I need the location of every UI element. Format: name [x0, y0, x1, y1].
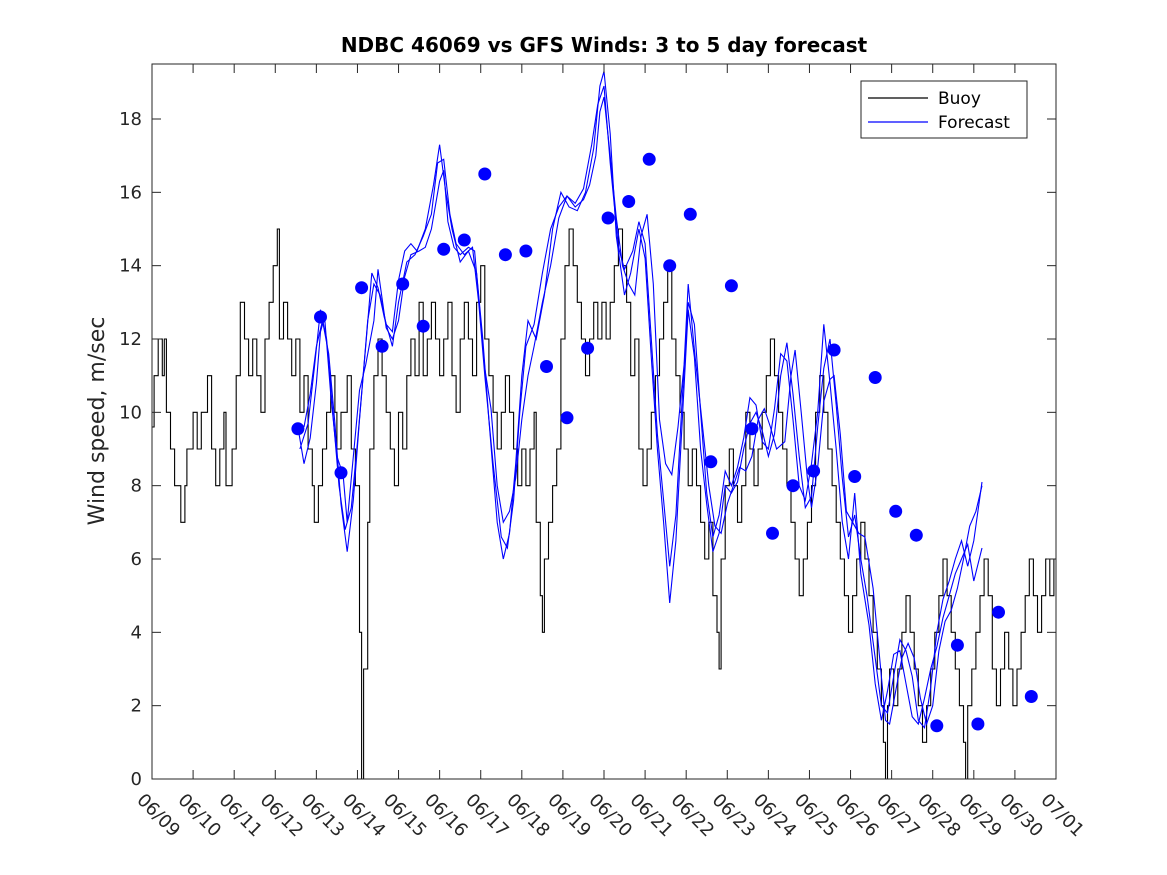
series-layer	[152, 71, 1055, 779]
forecast-marker	[766, 526, 779, 540]
forecast-marker	[889, 504, 903, 518]
forecast-marker	[622, 195, 636, 208]
forecast-marker	[601, 211, 615, 225]
legend-forecast-label: Forecast	[938, 113, 1010, 133]
forecast-marker	[1024, 690, 1038, 703]
legend-box	[860, 80, 1028, 139]
y-tick-label: 6	[131, 549, 142, 570]
forecast-marker	[683, 207, 697, 221]
forecast-marker	[355, 281, 369, 295]
forecast-marker	[642, 152, 656, 166]
forecast-marker	[416, 319, 430, 333]
legend: Buoy Forecast	[860, 80, 1028, 139]
y-tick-label: 16	[119, 182, 142, 203]
forecast-marker	[992, 605, 1005, 619]
forecast-marker	[457, 233, 471, 247]
forecast-marker	[807, 464, 821, 478]
forecast-marker	[498, 248, 512, 262]
forecast-marker	[848, 470, 862, 483]
forecast-marker	[560, 411, 574, 425]
forecast-marker	[334, 466, 348, 480]
forecast-marker	[704, 455, 718, 469]
forecast-marker	[519, 244, 533, 258]
forecast-marker	[540, 360, 553, 373]
y-tick-label: 2	[131, 696, 142, 717]
forecast-marker	[930, 719, 944, 733]
forecast-marker	[663, 259, 677, 273]
buoy-line	[152, 228, 1055, 779]
forecast-marker	[909, 528, 923, 542]
forecast-marker	[291, 422, 305, 436]
forecast-line-2	[303, 71, 983, 729]
forecast-marker	[950, 638, 964, 652]
y-tick-label: 4	[131, 622, 142, 643]
forecast-marker	[375, 339, 389, 353]
chart-title: NDBC 46069 vs GFS Winds: 3 to 5 day fore…	[341, 33, 868, 57]
y-tick-label: 0	[131, 769, 142, 790]
forecast-marker	[827, 343, 841, 357]
y-tick-label: 12	[119, 329, 142, 350]
forecast-marker	[745, 422, 759, 436]
y-tick-label: 10	[119, 402, 142, 423]
forecast-marker	[786, 479, 800, 493]
forecast-marker	[868, 371, 882, 384]
forecast-marker	[724, 279, 738, 293]
forecast-marker	[581, 341, 595, 355]
y-tick-label: 18	[119, 109, 142, 130]
plot-area	[152, 71, 1055, 779]
forecast-marker	[971, 717, 985, 731]
forecast-marker	[396, 277, 410, 291]
forecast-line-3	[299, 85, 983, 726]
forecast-marker	[437, 242, 451, 256]
forecast-marker	[314, 310, 327, 324]
y-tick-label: 8	[131, 476, 142, 497]
legend-buoy-label: Buoy	[938, 89, 981, 109]
y-tick-label: 14	[119, 256, 142, 277]
forecast-line-1	[297, 96, 983, 726]
y-axis-label: Wind speed, m/sec	[85, 317, 110, 526]
forecast-marker	[478, 167, 492, 181]
